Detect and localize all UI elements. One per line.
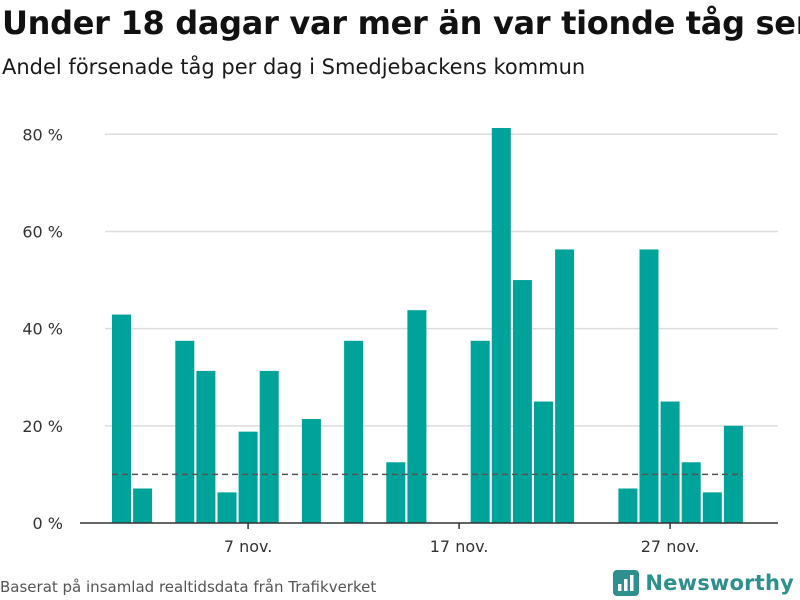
x-tick-label: 7 nov.: [224, 537, 273, 556]
bar: [639, 249, 659, 523]
bar: [491, 127, 511, 523]
bar: [217, 492, 237, 523]
y-tick-label: 40 %: [22, 320, 63, 339]
chart-subtitle: Andel försenade tåg per dag i Smedjeback…: [2, 55, 586, 79]
x-axis: 7 nov. 17 nov. 27 nov.: [80, 522, 778, 556]
y-axis-labels: 0 % 20 % 40 % 60 % 80 %: [22, 125, 63, 533]
bar: [196, 370, 216, 523]
brand-logo: Newsworthy: [613, 566, 794, 600]
bar: [344, 340, 364, 523]
source-note: Baserat på insamlad realtidsdata från Tr…: [0, 578, 377, 596]
bar: [470, 340, 490, 523]
newsworthy-logo-icon: [613, 570, 640, 596]
x-tick-label: 17 nov.: [430, 537, 489, 556]
chart-title: Under 18 dagar var mer än var tionde tåg…: [2, 4, 800, 42]
bar: [301, 419, 321, 523]
bar: [112, 314, 131, 523]
y-tick-label: 60 %: [22, 222, 63, 241]
brand-name: Newsworthy: [645, 571, 794, 595]
bar: [702, 492, 722, 523]
bar: [512, 280, 532, 523]
bar: [555, 249, 575, 523]
bar: [681, 462, 701, 523]
bar: [133, 488, 153, 523]
bar: [407, 310, 427, 523]
bars: [112, 127, 743, 523]
y-tick-label: 80 %: [22, 125, 63, 144]
bar: [238, 431, 258, 523]
bar: [386, 462, 406, 523]
bar-chart: 0 % 20 % 40 % 60 % 80 % 7 nov. 17 nov. 27 nov.: [22, 125, 778, 556]
y-tick-label: 0 %: [33, 514, 63, 533]
bar: [175, 340, 195, 523]
y-tick-label: 20 %: [22, 417, 63, 436]
bar: [660, 401, 680, 523]
x-tick-label: 27 nov.: [641, 537, 700, 556]
bar: [534, 401, 553, 523]
bar: [259, 370, 279, 523]
bar: [618, 488, 638, 523]
